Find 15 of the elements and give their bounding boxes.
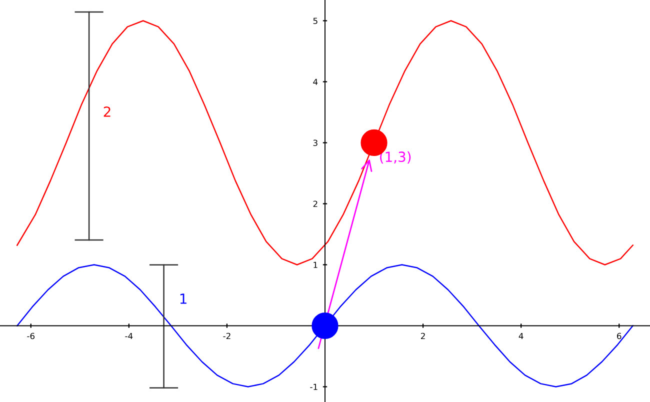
y-tick-label: 5: [313, 18, 318, 24]
y-tick-label: -1: [310, 384, 318, 390]
annotation: 2: [104, 106, 110, 117]
y-tick-label: 3: [313, 140, 318, 146]
y-tick-label: 4: [313, 78, 318, 85]
annotation: 1: [180, 294, 186, 304]
x-tick-label: -4: [125, 332, 133, 340]
x-tick-label: 4: [518, 332, 524, 340]
x-tick-label: 6: [617, 332, 622, 340]
y-tick-label: 2: [313, 200, 318, 207]
x-tick-label: -2: [223, 332, 230, 340]
x-tick-label: 2: [421, 332, 425, 340]
annotation: (1,3): [380, 151, 411, 164]
y-tick-label: 1: [314, 262, 318, 268]
x-tick-label: -6: [27, 332, 35, 340]
